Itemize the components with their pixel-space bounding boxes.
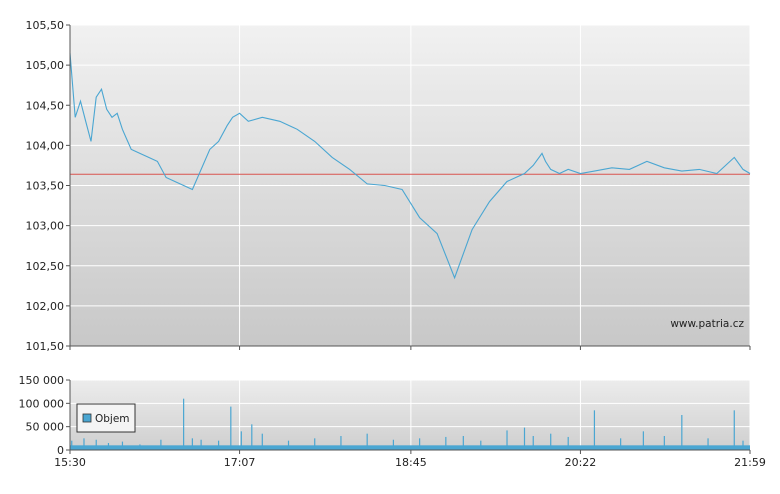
volume-bar <box>251 424 253 450</box>
price-y-tick-label: 105,50 <box>26 19 65 32</box>
volume-bar <box>733 410 735 450</box>
volume-bar <box>445 436 447 450</box>
volume-bar <box>480 440 482 450</box>
price-y-axis: 101,50 102,00 102,50 103,00 103,50 104,00 104,… <box>26 19 70 353</box>
price-y-tick-label: 105,00 <box>26 59 65 72</box>
watermark: www.patria.cz <box>670 318 744 330</box>
legend-swatch <box>82 413 92 423</box>
volume-bar <box>191 438 193 450</box>
price-y-tick-label: 101,50 <box>26 340 65 353</box>
volume-bar <box>287 440 290 450</box>
volume-bar <box>217 440 220 450</box>
volume-bar <box>663 436 665 450</box>
volume-bars <box>70 398 750 450</box>
x-tick-label: 21:59 <box>734 456 766 469</box>
x-tick-label: 20:22 <box>565 456 597 469</box>
volume-bar <box>160 439 162 450</box>
x-axis: 15:30 17:07 18:45 20:22 21:59 <box>54 450 766 469</box>
volume-bar <box>567 436 569 450</box>
volume-bar <box>261 433 263 450</box>
volume-bar <box>462 436 464 450</box>
price-y-tick-label: 104,50 <box>26 99 65 112</box>
volume-bar <box>707 438 709 450</box>
price-panel: 101,50 102,00 102,50 103,00 103,50 104,00 104,… <box>26 19 751 353</box>
volume-bar <box>183 398 185 450</box>
volume-panel: 0 50 000 100 000 150 000 15:30 17:07 18:45 20:… <box>19 374 766 469</box>
x-tick-label: 17:07 <box>224 456 256 469</box>
volume-y-tick-label: 50 000 <box>26 421 65 434</box>
volume-bar <box>71 440 73 450</box>
volume-bar <box>532 436 534 450</box>
volume-bar <box>200 439 202 450</box>
x-tick-label: 18:45 <box>395 456 427 469</box>
volume-bar <box>107 443 110 450</box>
volume-bar <box>506 430 508 450</box>
volume-baseline-band <box>70 445 750 450</box>
volume-bar <box>620 438 622 450</box>
volume-bar <box>550 433 552 450</box>
volume-bar <box>366 433 368 450</box>
volume-bar <box>681 415 683 450</box>
price-y-tick-label: 104,00 <box>26 139 65 152</box>
volume-bar <box>95 439 97 450</box>
x-tick-label: 15:30 <box>54 456 86 469</box>
price-y-tick-label: 102,50 <box>26 260 65 273</box>
volume-plot-background <box>70 380 750 450</box>
legend: Objem <box>76 403 136 433</box>
volume-bar <box>593 410 596 450</box>
price-y-tick-label: 103,50 <box>26 180 65 193</box>
legend-label: Objem <box>95 413 130 425</box>
volume-y-tick-label: 150 000 <box>19 374 65 387</box>
volume-y-tick-label: 0 <box>57 444 64 457</box>
volume-bar <box>419 438 421 450</box>
volume-bar <box>340 436 342 450</box>
price-x-ticks <box>69 346 751 350</box>
volume-bar <box>240 431 242 450</box>
price-series-line <box>69 53 751 280</box>
volume-y-tick-label: 100 000 <box>19 397 65 410</box>
volume-bar <box>230 406 232 450</box>
volume-bar <box>139 444 141 450</box>
volume-bar <box>83 438 85 450</box>
price-y-tick-label: 102,00 <box>26 300 65 313</box>
volume-bar <box>121 441 124 450</box>
volume-y-axis: 0 50 000 100 000 150 000 <box>19 374 70 457</box>
price-y-tick-label: 103,00 <box>26 220 65 233</box>
volume-bar <box>392 439 394 450</box>
volume-bar <box>314 438 316 450</box>
volume-bar <box>742 440 744 450</box>
volume-bar <box>523 427 526 450</box>
volume-bar <box>642 431 644 450</box>
